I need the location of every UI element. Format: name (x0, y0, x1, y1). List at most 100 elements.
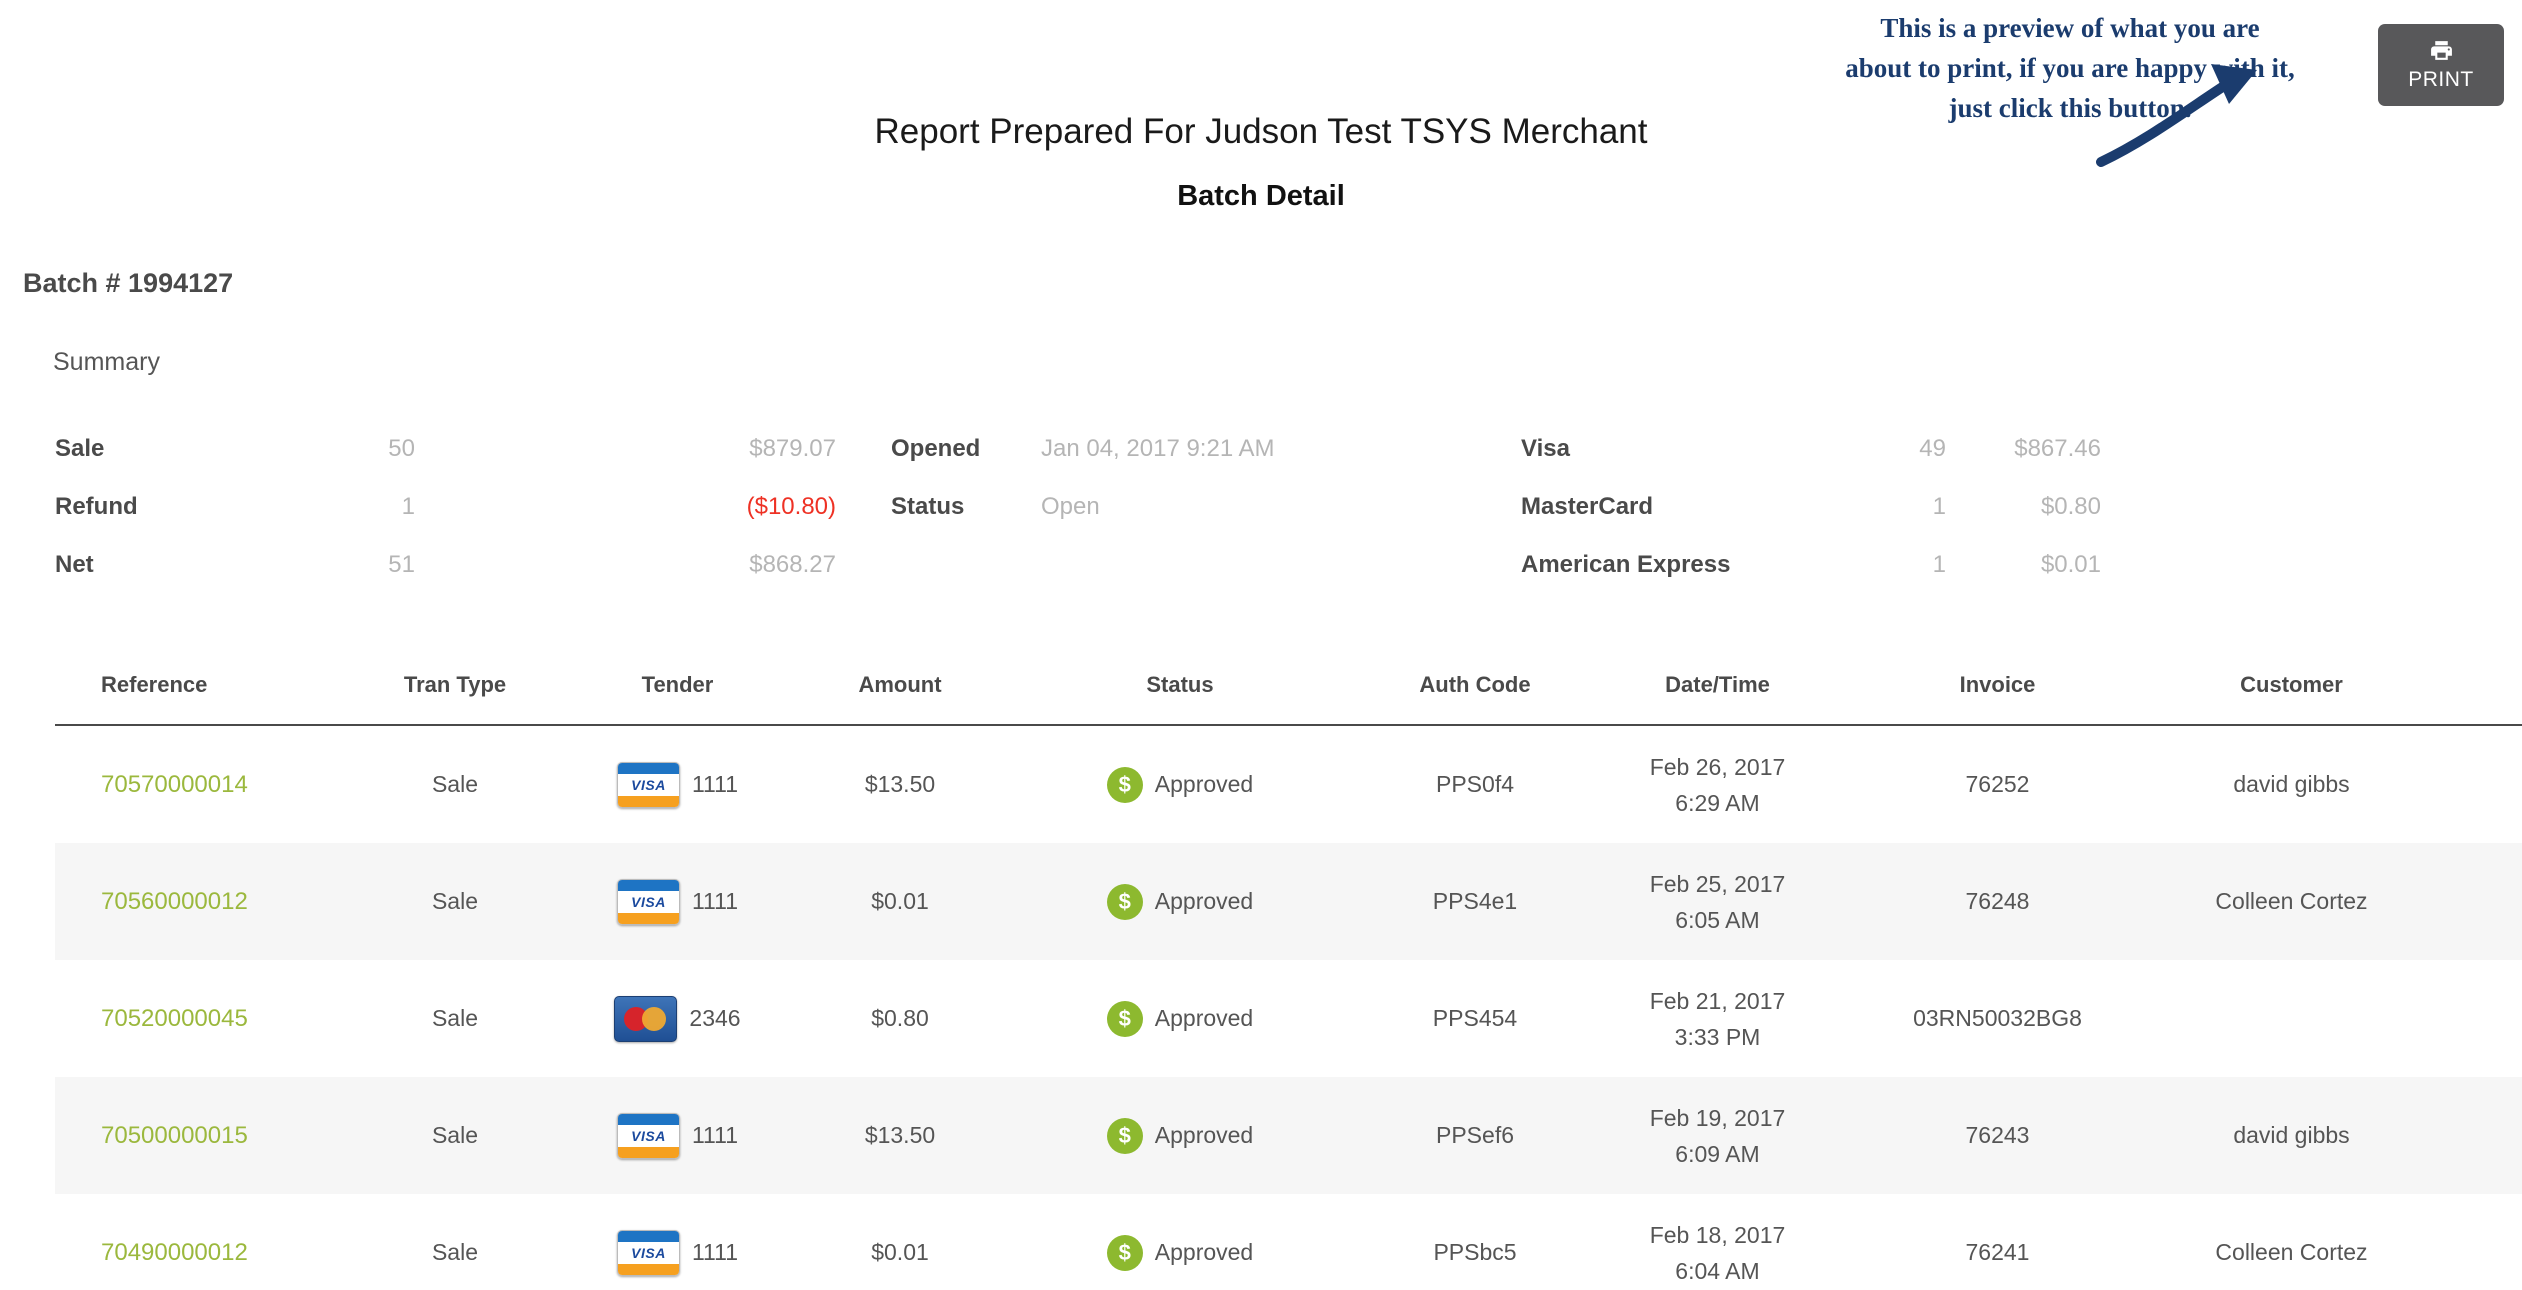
visa-label: Visa (1521, 435, 1570, 462)
summary-card-breakdown: Visa 49 $867.46 MasterCard 1 $0.80 Ameri… (1521, 420, 2101, 594)
status-text: Approved (1154, 771, 1254, 797)
print-button[interactable]: PRINT (2378, 24, 2504, 106)
visa-card-icon: VISA (616, 878, 680, 925)
status-cell: $ Approved (1011, 1117, 1349, 1154)
status-text: Approved (1154, 888, 1254, 914)
reference-link[interactable]: 70490000012 (101, 1238, 248, 1266)
tran-type-cell: Sale (431, 1005, 479, 1031)
invoice-cell: 76243 (1965, 1122, 2030, 1148)
printer-icon (2428, 38, 2455, 63)
transaction-time: 6:05 AM (1675, 906, 1760, 933)
transaction-date: Feb 19, 2017 (1649, 1104, 1786, 1131)
transaction-row: 70500000015 Sale VISA 1111 $13.50 $ Appr… (55, 1077, 2522, 1194)
customer-cell: david gibbs (2233, 771, 2350, 797)
summary-totals: Sale 50 $879.07 Refund 1 ($10.80) Net 51… (55, 420, 836, 594)
amount-cell: $0.01 (871, 888, 929, 914)
sale-label: Sale (55, 435, 105, 462)
opened-value: Jan 04, 2017 9:21 AM (1041, 435, 1275, 462)
approved-dollar-icon: $ (1106, 1117, 1143, 1154)
batch-number: Batch # 1994127 (23, 268, 234, 298)
arrow-icon (2095, 62, 2270, 170)
auth-code-cell: PPS4e1 (1432, 888, 1518, 914)
status-cell: $ Approved (1011, 766, 1349, 803)
column-header-invoice: Invoice (1835, 645, 2160, 726)
visa-card-icon: VISA (616, 761, 680, 808)
report-subtitle: Batch Detail (1177, 180, 1345, 212)
mastercard-label: MasterCard (1521, 493, 1654, 520)
page-title: Report Prepared For Judson Test TSYS Mer… (874, 112, 1648, 151)
status-cell: $ Approved (1011, 1000, 1349, 1037)
tender-last4: 1111 (691, 771, 739, 797)
date-time-cell: Feb 19, 2017 6:09 AM (1600, 1077, 1835, 1194)
visa-card-label: VISA (617, 1241, 679, 1264)
auth-code-cell: PPS0f4 (1436, 771, 1514, 797)
reference-link[interactable]: 70500000015 (101, 1121, 248, 1149)
amount-cell: $0.80 (871, 1005, 929, 1031)
amex-label: American Express (1521, 551, 1731, 578)
column-header-tender: Tender (565, 645, 790, 726)
transaction-date: Feb 26, 2017 (1649, 753, 1786, 780)
approved-dollar-icon: $ (1106, 1000, 1143, 1037)
tender-cell: VISA 1111 (566, 878, 789, 925)
tender-last4: 1111 (691, 888, 739, 914)
customer-cell: david gibbs (2233, 1122, 2350, 1148)
transaction-row: 70520000045 Sale VISA 2346 $0.80 $ Appro… (55, 960, 2522, 1077)
amount-cell: $0.01 (871, 1239, 929, 1265)
transaction-row: 70570000014 Sale VISA 1111 $13.50 $ Appr… (55, 725, 2522, 843)
reference-link[interactable]: 70570000014 (101, 770, 248, 798)
approved-dollar-icon: $ (1106, 766, 1143, 803)
invoice-cell: 76252 (1965, 771, 2030, 797)
visa-card-icon: VISA (616, 1229, 680, 1276)
tender-cell: VISA 1111 (566, 1112, 789, 1159)
amex-count: 1 (1932, 551, 1946, 578)
summary-batch-info: Opened Jan 04, 2017 9:21 AM Status Open (891, 420, 1501, 536)
summary-heading: Summary (53, 348, 160, 376)
refund-amount: ($10.80) (746, 493, 836, 520)
date-time-cell: Feb 25, 2017 6:05 AM (1600, 843, 1835, 960)
net-amount: $868.27 (749, 551, 836, 578)
column-header-date-time: Date/Time (1600, 645, 1835, 726)
summary-row-net: Net 51 $868.27 (55, 536, 836, 594)
column-header-tran-type: Tran Type (345, 645, 565, 726)
column-header-reference: Reference (55, 645, 345, 726)
summary-row-visa: Visa 49 $867.46 (1521, 420, 2101, 478)
invoice-cell: 03RN50032BG8 (1913, 1005, 2082, 1031)
approved-dollar-icon: $ (1106, 1234, 1143, 1271)
status-text: Approved (1154, 1239, 1254, 1265)
auth-code-cell: PPSef6 (1436, 1122, 1514, 1148)
sale-amount: $879.07 (749, 435, 836, 462)
mastercard-amount: $0.80 (2040, 493, 2101, 520)
column-header-auth-code: Auth Code (1350, 645, 1600, 726)
date-time-cell: Feb 26, 2017 6:29 AM (1600, 725, 1835, 843)
tender-last4: 1111 (691, 1239, 739, 1265)
amex-amount: $0.01 (2040, 551, 2101, 578)
refund-label: Refund (55, 493, 138, 520)
visa-card-label: VISA (617, 890, 679, 913)
transaction-date: Feb 25, 2017 (1649, 870, 1786, 897)
tran-type-cell: Sale (431, 1122, 479, 1148)
transaction-time: 6:09 AM (1675, 1140, 1760, 1167)
transaction-row: 70560000012 Sale VISA 1111 $0.01 $ Appro… (55, 843, 2522, 960)
visa-card-label: VISA (617, 1124, 679, 1147)
reference-link[interactable]: 70560000012 (101, 887, 248, 915)
date-time-cell: Feb 18, 2017 6:04 AM (1600, 1194, 1835, 1290)
visa-amount: $867.46 (2014, 435, 2101, 462)
table-header-row: Reference Tran Type Tender Amount Status… (55, 645, 2522, 726)
amount-cell: $13.50 (864, 1122, 936, 1148)
customer-cell: Colleen Cortez (2215, 888, 2368, 914)
visa-card-label: VISA (617, 773, 679, 796)
invoice-cell: 76248 (1965, 888, 2030, 914)
column-header-customer: Customer (2160, 645, 2522, 726)
transaction-time: 6:29 AM (1675, 789, 1760, 816)
reference-link[interactable]: 70520000045 (101, 1004, 248, 1032)
opened-label: Opened (891, 435, 981, 462)
approved-dollar-icon: $ (1106, 883, 1143, 920)
transaction-date: Feb 21, 2017 (1649, 987, 1786, 1014)
visa-card-icon: VISA (616, 1112, 680, 1159)
status-cell: $ Approved (1011, 1234, 1349, 1271)
customer-cell (2160, 960, 2522, 1077)
auth-code-cell: PPS454 (1432, 1005, 1518, 1031)
summary-row-status: Status Open (891, 478, 1501, 536)
summary-row-mastercard: MasterCard 1 $0.80 (1521, 478, 2101, 536)
